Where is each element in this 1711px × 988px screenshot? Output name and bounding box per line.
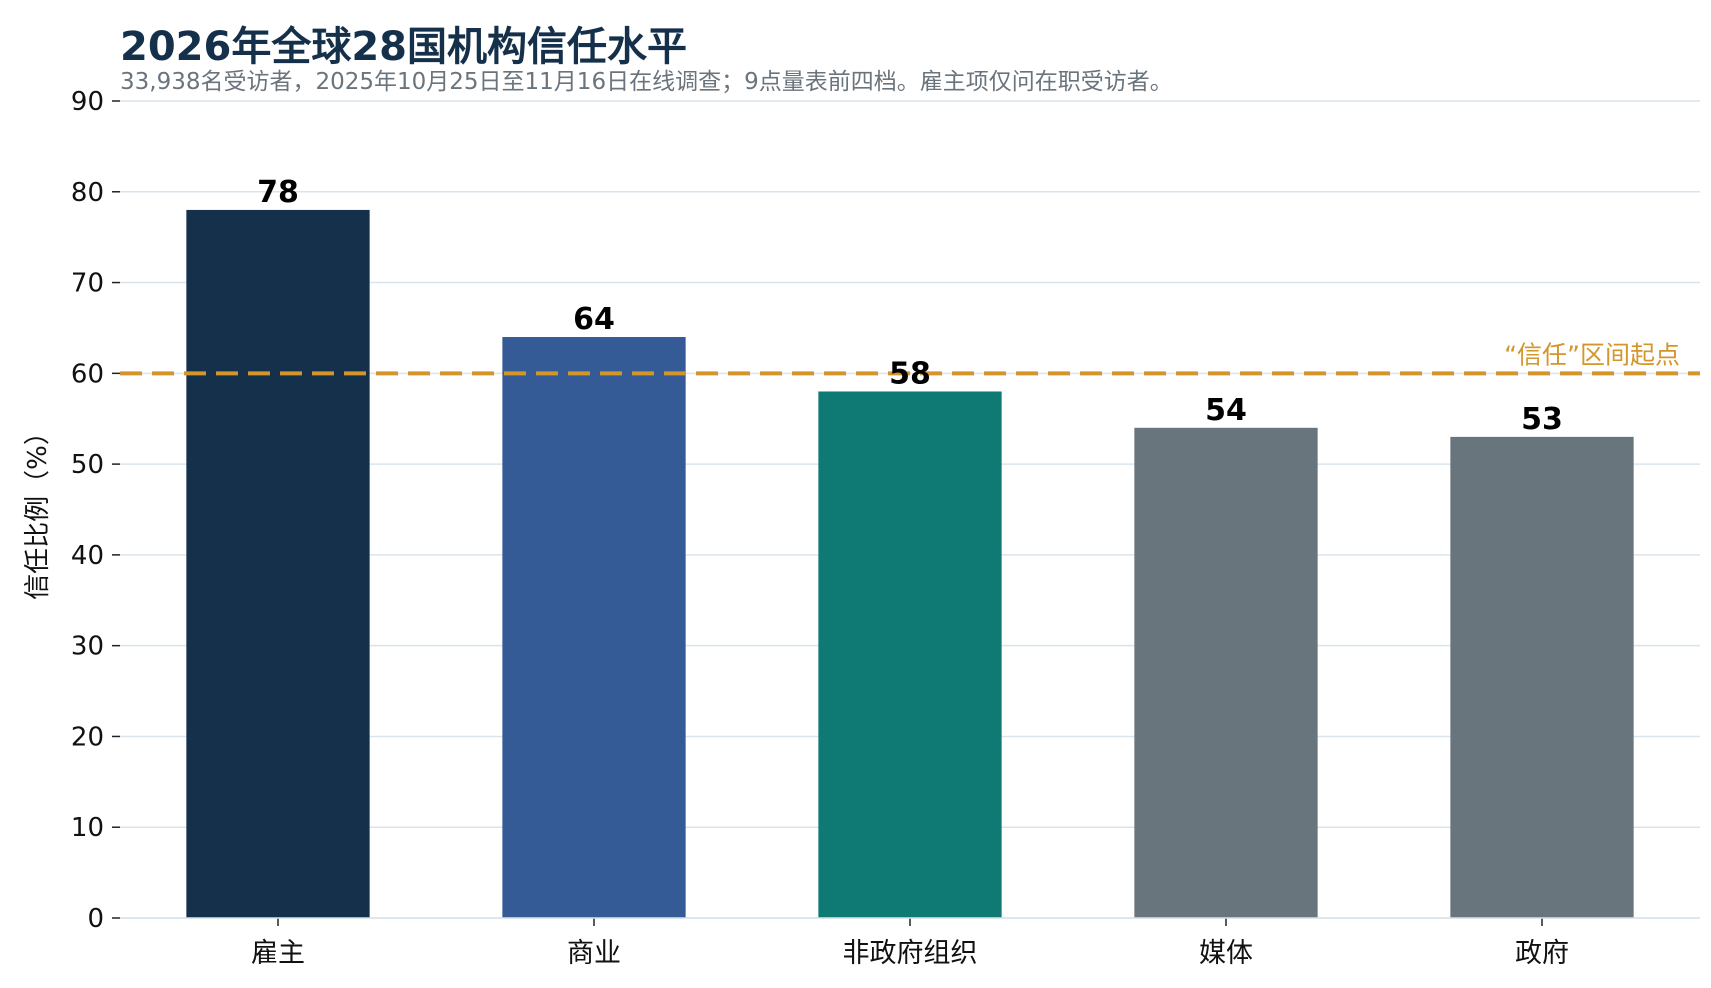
- data-label-3: 54: [1205, 393, 1247, 428]
- bar-3: [1134, 427, 1318, 918]
- bar-2: [818, 391, 1002, 918]
- y-tick-label: 70: [71, 269, 104, 299]
- x-tick-label-0: 雇主: [251, 938, 305, 969]
- x-tick-label-3: 媒体: [1199, 938, 1253, 969]
- chart-subtitle: 33,938名受访者，2025年10月25日至11月16日在线调查；9点量表前四…: [120, 69, 1173, 95]
- data-label-2: 58: [889, 356, 931, 391]
- data-label-4: 53: [1521, 402, 1563, 437]
- y-axis-label: 信任比例（%）: [23, 419, 53, 600]
- x-tick-label-2: 非政府组织: [843, 938, 978, 969]
- y-tick-label: 20: [71, 722, 104, 752]
- y-tick-label: 80: [71, 178, 104, 208]
- bars: [186, 209, 1634, 918]
- x-tick-label-1: 商业: [567, 938, 621, 969]
- bar-4: [1450, 436, 1634, 918]
- reference-line-group: “信任”区间起点: [120, 340, 1700, 376]
- y-tick-label: 40: [71, 541, 104, 571]
- x-tick-label-4: 政府: [1515, 938, 1569, 969]
- data-label-1: 64: [573, 302, 615, 337]
- y-tick-label: 50: [71, 450, 104, 480]
- data-label-0: 78: [257, 175, 299, 210]
- y-tick-label: 0: [87, 904, 104, 934]
- bar-1: [502, 337, 686, 918]
- bar-0: [186, 209, 370, 918]
- y-tick-label: 10: [71, 813, 104, 843]
- data-labels: 78 64 58 54 53: [257, 175, 1563, 437]
- axes: 0 10 20 30 40 50 60 70 80 90 雇主 商业 非政府组织 媒体 政府 信任比例（%）: [23, 87, 1700, 969]
- y-tick-label: 90: [71, 87, 104, 117]
- reference-line-label: “信任”区间起点: [1504, 340, 1680, 369]
- y-tick-label: 30: [71, 632, 104, 662]
- chart-title: 2026年全球28国机构信任水平: [120, 24, 687, 70]
- y-tick-label: 60: [71, 359, 104, 389]
